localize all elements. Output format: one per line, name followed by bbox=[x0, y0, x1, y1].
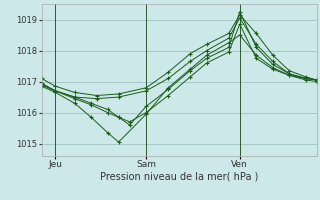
X-axis label: Pression niveau de la mer( hPa ): Pression niveau de la mer( hPa ) bbox=[100, 172, 258, 182]
